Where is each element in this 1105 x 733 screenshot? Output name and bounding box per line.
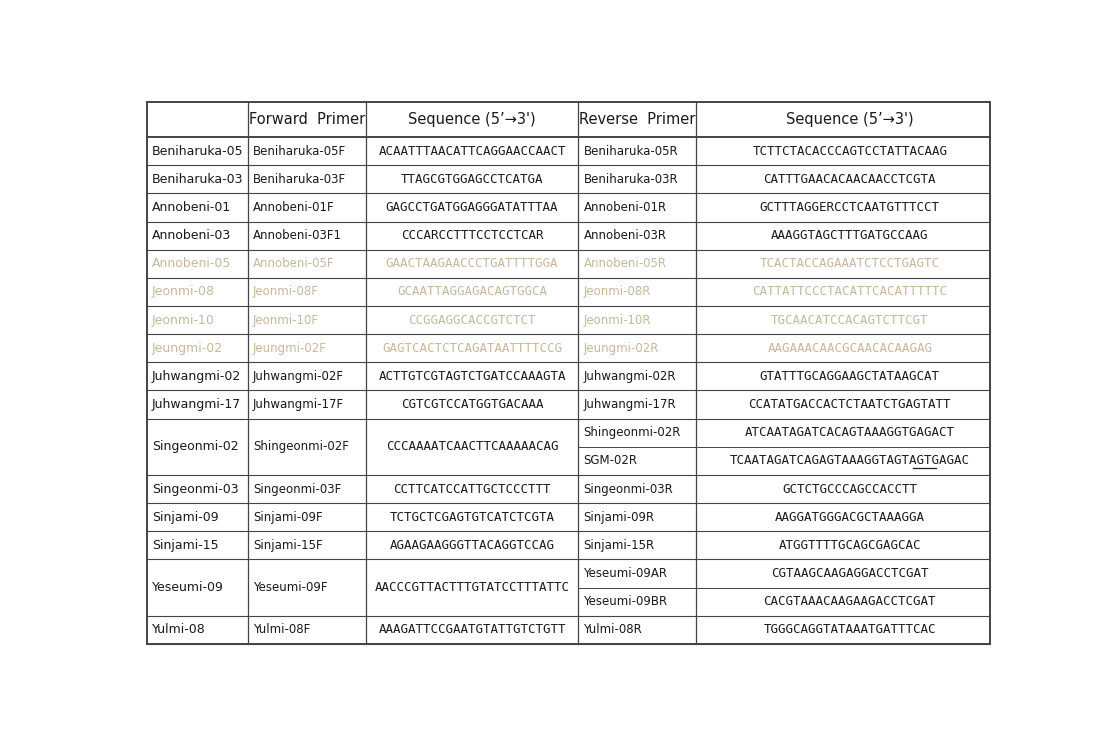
Text: Jeonmi-10R: Jeonmi-10R [583, 314, 651, 327]
Text: TCACTACCAGAAATCTCCTGAGTC: TCACTACCAGAAATCTCCTGAGTC [760, 257, 939, 270]
Text: Juhwangmi-17: Juhwangmi-17 [151, 398, 241, 411]
Text: Yeseumi-09AR: Yeseumi-09AR [583, 567, 667, 580]
Text: Annobeni-05F: Annobeni-05F [253, 257, 335, 270]
Text: TCAATAGATCAGAGTAAAGGTAGTAGTGAGAC: TCAATAGATCAGAGTAAAGGTAGTAGTGAGAC [729, 454, 970, 468]
Text: CCCAAAATCAACTTCAAAAACAG: CCCAAAATCAACTTCAAAAACAG [386, 441, 558, 453]
Text: Annobeni-05R: Annobeni-05R [583, 257, 666, 270]
Text: Beniharuka-03F: Beniharuka-03F [253, 173, 346, 185]
Text: Sequence (5’→3'): Sequence (5’→3') [409, 112, 536, 127]
Text: Juhwangmi-17R: Juhwangmi-17R [583, 398, 676, 411]
Text: ATGGTTTTGCAGCGAGCAC: ATGGTTTTGCAGCGAGCAC [779, 539, 922, 552]
Text: Yeseumi-09: Yeseumi-09 [151, 581, 223, 594]
Text: Beniharuka-05: Beniharuka-05 [151, 144, 243, 158]
Text: Annobeni-05: Annobeni-05 [151, 257, 231, 270]
Text: Jeonmi-08F: Jeonmi-08F [253, 285, 318, 298]
Text: Jeungmi-02F: Jeungmi-02F [253, 342, 327, 355]
Text: CCATATGACCACTCTAATCTGAGTATT: CCATATGACCACTCTAATCTGAGTATT [748, 398, 951, 411]
Text: CATTTGAACACAACAACCTCGTA: CATTTGAACACAACAACCTCGTA [764, 173, 936, 185]
Text: Singeonmi-03F: Singeonmi-03F [253, 482, 341, 496]
Text: Sequence (5’→3'): Sequence (5’→3') [786, 112, 914, 127]
Text: CCCARCCTTTCCTCCTCAR: CCCARCCTTTCCTCCTCAR [401, 229, 544, 242]
Text: Annobeni-03F1: Annobeni-03F1 [253, 229, 341, 242]
Text: Jeonmi-08: Jeonmi-08 [151, 285, 214, 298]
Text: GAACTAAGAACCCTGATTTTGGA: GAACTAAGAACCCTGATTTTGGA [386, 257, 558, 270]
Text: Annobeni-01: Annobeni-01 [151, 201, 231, 214]
Text: Yeseumi-09BR: Yeseumi-09BR [583, 595, 667, 608]
Text: AAAGATTCCGAATGTATTGTCTGTT: AAAGATTCCGAATGTATTGTCTGTT [378, 623, 566, 636]
Text: TGGGCAGGTATAAATGATTTCAC: TGGGCAGGTATAAATGATTTCAC [764, 623, 936, 636]
Text: Beniharuka-05R: Beniharuka-05R [583, 144, 678, 158]
Text: Forward  Primer: Forward Primer [249, 112, 365, 127]
Text: Annobeni-01F: Annobeni-01F [253, 201, 335, 214]
Text: Annobeni-03R: Annobeni-03R [583, 229, 666, 242]
Text: Yulmi-08: Yulmi-08 [151, 623, 206, 636]
Text: Juhwangmi-02F: Juhwangmi-02F [253, 370, 344, 383]
Text: Yulmi-08F: Yulmi-08F [253, 623, 311, 636]
Text: Beniharuka-03: Beniharuka-03 [151, 173, 243, 185]
Text: ATCAATAGATCACAGTAAAGGTGAGACT: ATCAATAGATCACAGTAAAGGTGAGACT [745, 426, 955, 439]
Text: AGAAGAAGGGTTACAGGTCCAG: AGAAGAAGGGTTACAGGTCCAG [390, 539, 555, 552]
Text: ACTTGTCGTAGTCTGATCCAAAGTA: ACTTGTCGTAGTCTGATCCAAAGTA [378, 370, 566, 383]
Text: GAGTCACTCTCAGATAATTTTCCG: GAGTCACTCTCAGATAATTTTCCG [382, 342, 562, 355]
Text: Beniharuka-03R: Beniharuka-03R [583, 173, 678, 185]
Text: Juhwangmi-02: Juhwangmi-02 [151, 370, 241, 383]
Text: Singeonmi-03: Singeonmi-03 [151, 482, 239, 496]
Text: CACGTAAACAAGAAGACCTCGAT: CACGTAAACAAGAAGACCTCGAT [764, 595, 936, 608]
Text: Sinjami-15R: Sinjami-15R [583, 539, 654, 552]
Text: Jeungmi-02R: Jeungmi-02R [583, 342, 659, 355]
Text: Annobeni-03: Annobeni-03 [151, 229, 231, 242]
Text: Jeonmi-10: Jeonmi-10 [151, 314, 214, 327]
Text: Beniharuka-05F: Beniharuka-05F [253, 144, 346, 158]
Text: CCGGAGGCACCGTCTCT: CCGGAGGCACCGTCTCT [409, 314, 536, 327]
Text: AACCCGTTACTTTGTATCCTTTATTC: AACCCGTTACTTTGTATCCTTTATTC [375, 581, 569, 594]
Text: Juhwangmi-02R: Juhwangmi-02R [583, 370, 676, 383]
Text: TTAGCGTGGAGCCTCATGA: TTAGCGTGGAGCCTCATGA [401, 173, 544, 185]
Text: Singeonmi-02: Singeonmi-02 [151, 441, 239, 453]
Text: GCTCTGCCCAGCCACCTT: GCTCTGCCCAGCCACCTT [782, 482, 917, 496]
Text: Singeonmi-03R: Singeonmi-03R [583, 482, 673, 496]
Text: ACAATTTAACATTCAGGAACCAACT: ACAATTTAACATTCAGGAACCAACT [378, 144, 566, 158]
Text: Yeseumi-09F: Yeseumi-09F [253, 581, 327, 594]
Text: GAGCCTGATGGAGGGATATTTAA: GAGCCTGATGGAGGGATATTTAA [386, 201, 558, 214]
Text: CATTATTCCCTACATTCACATTTTTC: CATTATTCCCTACATTCACATTTTTC [753, 285, 947, 298]
Text: Sinjami-09R: Sinjami-09R [583, 511, 654, 523]
Text: AAGGATGGGACGCTAAAGGA: AAGGATGGGACGCTAAAGGA [775, 511, 925, 523]
Text: GCTTTAGGERCCTCAATGTTTCCT: GCTTTAGGERCCTCAATGTTTCCT [760, 201, 939, 214]
Text: Annobeni-01R: Annobeni-01R [583, 201, 666, 214]
Text: Yulmi-08R: Yulmi-08R [583, 623, 642, 636]
Text: Jeonmi-10F: Jeonmi-10F [253, 314, 319, 327]
Text: TGCAACATCCACAGTCTTCGT: TGCAACATCCACAGTCTTCGT [771, 314, 928, 327]
Text: CCTTCATCCATTGCTCCCTTT: CCTTCATCCATTGCTCCCTTT [393, 482, 551, 496]
Text: Shingeonmi-02R: Shingeonmi-02R [583, 426, 681, 439]
Text: GCAATTAGGAGACAGTGGCA: GCAATTAGGAGACAGTGGCA [397, 285, 547, 298]
Text: Sinjami-09F: Sinjami-09F [253, 511, 323, 523]
Text: TCTTCTACACCCAGTCCTATTACAAG: TCTTCTACACCCAGTCCTATTACAAG [753, 144, 947, 158]
Text: SGM-02R: SGM-02R [583, 454, 638, 468]
Text: Reverse  Primer: Reverse Primer [579, 112, 695, 127]
Text: AAAGGTAGCTTTGATGCCAAG: AAAGGTAGCTTTGATGCCAAG [771, 229, 928, 242]
Text: Sinjami-15: Sinjami-15 [151, 539, 219, 552]
Text: Jeungmi-02: Jeungmi-02 [151, 342, 223, 355]
Text: TCTGCTCGAGTGTCATCTCGTA: TCTGCTCGAGTGTCATCTCGTA [390, 511, 555, 523]
Text: Jeonmi-08R: Jeonmi-08R [583, 285, 651, 298]
Text: Sinjami-09: Sinjami-09 [151, 511, 219, 523]
Text: CGTAAGCAAGAGGACCTCGAT: CGTAAGCAAGAGGACCTCGAT [771, 567, 928, 580]
Text: Juhwangmi-17F: Juhwangmi-17F [253, 398, 344, 411]
Text: Shingeonmi-02F: Shingeonmi-02F [253, 441, 349, 453]
Text: GTATTTGCAGGAAGCTATAAGCAT: GTATTTGCAGGAAGCTATAAGCAT [760, 370, 939, 383]
Text: CGTCGTCCATGGTGACAAA: CGTCGTCCATGGTGACAAA [401, 398, 544, 411]
Text: Sinjami-15F: Sinjami-15F [253, 539, 323, 552]
Text: AAGAAACAACGCAACACAAGAG: AAGAAACAACGCAACACAAGAG [767, 342, 933, 355]
